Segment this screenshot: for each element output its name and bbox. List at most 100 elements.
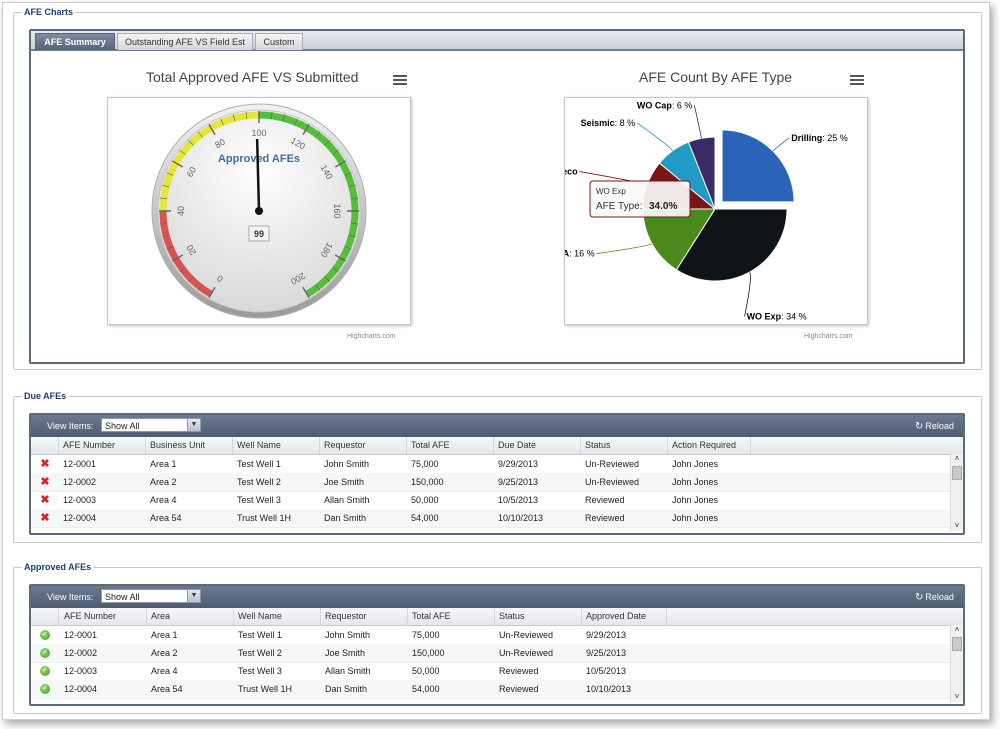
table-row[interactable]: ✖ 12-0003 Area 4 Test Well 3 Allan Smith 50,0… xyxy=(31,491,951,510)
approved-afes-legend: Approved AFEs xyxy=(24,562,92,572)
gauge-menu-icon[interactable] xyxy=(393,75,407,86)
gauge-tick-label: 60 xyxy=(185,165,199,179)
due-view-items-value: Show All xyxy=(105,421,140,431)
gauge-tick xyxy=(302,286,310,298)
due-header-icon-col xyxy=(31,437,59,454)
due-reload-button[interactable]: ↻ Reload xyxy=(915,421,954,432)
approved-column-header[interactable]: Well Name xyxy=(234,608,321,625)
approved-check-icon: ✓ xyxy=(40,648,50,658)
table-cell: Area 4 xyxy=(151,666,178,676)
gauge-tick-label: 100 xyxy=(251,128,266,138)
table-cell: 75,000 xyxy=(411,459,439,469)
gauge-tick-label: 20 xyxy=(185,243,199,257)
table-row[interactable]: ✖ 12-0001 Area 1 Test Well 1 John Smith 75,00… xyxy=(31,455,951,474)
approved-column-header[interactable]: Approved Date xyxy=(582,608,667,625)
afe-charts-section: AFE Charts AFE Summary Outstanding AFE V… xyxy=(13,7,982,370)
scroll-thumb[interactable] xyxy=(952,637,962,651)
gauge-tick xyxy=(166,172,174,176)
pie-label: P & A: 16 % xyxy=(565,249,595,259)
gauge-tick xyxy=(282,114,286,122)
gauge-label: Approved AFEs xyxy=(218,153,300,165)
pie-menu-icon[interactable] xyxy=(850,75,864,86)
table-cell: 12-0002 xyxy=(64,648,98,658)
pie-tooltip: WO Exp AFE Type: 34.0% xyxy=(589,180,691,218)
gauge-tick xyxy=(245,111,248,119)
due-column-header[interactable]: Requestor xyxy=(320,437,407,454)
approved-check-icon: ✓ xyxy=(40,666,50,676)
due-column-header[interactable]: Total AFE xyxy=(407,437,494,454)
approved-column-header[interactable]: AFE Number xyxy=(60,608,147,625)
gauge-tick xyxy=(172,254,184,262)
table-row[interactable]: ✓ 12-0003 Area 4 Test Well 3 Allan Smith 50,0… xyxy=(31,662,951,681)
delete-icon[interactable]: ✖ xyxy=(40,494,50,506)
gauge-value: 99 xyxy=(254,229,264,239)
due-column-header[interactable]: Status xyxy=(581,437,668,454)
approved-column-header[interactable]: Total AFE xyxy=(408,608,495,625)
pie-label-value: 25 % xyxy=(827,133,848,143)
table-cell: 12-0003 xyxy=(63,495,97,505)
approved-column-header[interactable]: Area xyxy=(147,608,234,625)
due-view-items-select[interactable]: Show All ▼ xyxy=(101,418,201,432)
delete-icon[interactable]: ✖ xyxy=(40,458,50,470)
approved-view-items-select[interactable]: Show All ▼ xyxy=(101,589,201,603)
due-column-header[interactable]: Action Required xyxy=(668,437,751,454)
due-column-header[interactable]: Well Name xyxy=(233,437,320,454)
table-cell: Reviewed xyxy=(499,666,539,676)
table-cell: 9/29/2013 xyxy=(586,630,627,640)
scroll-down-icon[interactable]: ˅ xyxy=(954,692,960,701)
delete-icon[interactable]: ✖ xyxy=(40,512,50,524)
table-row[interactable]: ✖ 12-0002 Area 2 Test Well 2 Joe Smith 150,00… xyxy=(31,473,951,492)
gauge-tick xyxy=(334,160,346,168)
chevron-down-icon[interactable]: ▼ xyxy=(187,590,200,602)
pie-label-value: 8 % xyxy=(620,118,636,128)
scroll-down-icon[interactable]: ˅ xyxy=(954,521,960,530)
due-afes-scrollbar[interactable]: ˄ ˅ xyxy=(950,454,963,531)
delete-icon[interactable]: ✖ xyxy=(40,476,50,488)
table-row[interactable]: ✖ 12-0004 Area 54 Trust Well 1H Dan Smith 54,… xyxy=(31,509,951,528)
table-cell: John Smith xyxy=(324,459,370,469)
pie-slice[interactable] xyxy=(721,129,795,203)
table-cell: 12-0004 xyxy=(63,513,97,523)
pie-tooltip-value: 34.0% xyxy=(649,201,677,212)
gauge-tick xyxy=(197,131,203,138)
pie-credits[interactable]: Highcharts.com xyxy=(804,333,853,340)
table-cell: 12-0001 xyxy=(64,630,98,640)
table-cell: Area 2 xyxy=(150,477,177,487)
table-row[interactable]: ✓ 12-0002 Area 2 Test Well 2 Joe Smith 150,00… xyxy=(31,644,951,663)
gauge-tick xyxy=(344,246,352,250)
due-column-header[interactable]: AFE Number xyxy=(59,437,146,454)
table-cell: Test Well 3 xyxy=(237,495,281,505)
table-cell: 9/25/2013 xyxy=(498,477,539,487)
gauge-tick xyxy=(208,286,216,298)
chevron-down-icon[interactable]: ▼ xyxy=(187,419,200,431)
tab-custom[interactable]: Custom xyxy=(255,33,303,50)
table-cell: 9/25/2013 xyxy=(586,648,627,658)
scroll-up-icon[interactable]: ˄ xyxy=(954,625,960,634)
table-cell: Area 4 xyxy=(150,495,177,505)
tab-afe-summary[interactable]: AFE Summary xyxy=(35,33,115,50)
scroll-thumb[interactable] xyxy=(952,466,962,480)
table-cell: 9/29/2013 xyxy=(498,459,539,469)
table-cell: Joe Smith xyxy=(325,648,366,658)
approved-column-header[interactable]: Status xyxy=(495,608,582,625)
table-cell: Area 54 xyxy=(151,684,183,694)
approved-column-header[interactable]: Requestor xyxy=(321,608,408,625)
gauge-credits[interactable]: Highcharts.com xyxy=(347,333,396,340)
due-column-header[interactable]: Due Date xyxy=(494,437,581,454)
table-cell: Area 1 xyxy=(150,459,177,469)
table-cell: Un-Reviewed xyxy=(499,648,554,658)
table-row[interactable]: ✓ 12-0004 Area 54 Trust Well 1H Dan Smith 54,… xyxy=(31,680,951,699)
approved-reload-button[interactable]: ↻ Reload xyxy=(915,592,954,603)
tab-outstanding-afe[interactable]: Outstanding AFE VS Field Est xyxy=(117,33,253,50)
approved-afes-scrollbar[interactable]: ˄ ˅ xyxy=(950,625,963,702)
gauge-tick xyxy=(162,234,170,238)
scroll-up-icon[interactable]: ˄ xyxy=(954,454,960,463)
table-cell: Un-Reviewed xyxy=(585,477,640,487)
table-row[interactable]: ✓ 12-0001 Area 1 Test Well 1 John Smith 75,00… xyxy=(31,626,951,645)
due-column-header[interactable]: Business Unit xyxy=(146,437,233,454)
charts-tab-strip: AFE Summary Outstanding AFE VS Field Est… xyxy=(31,31,963,51)
pie-label-name: Drilling xyxy=(791,133,822,143)
table-cell: 150,000 xyxy=(412,648,445,658)
pie-connector xyxy=(693,105,702,139)
pie-chart: Drilling: 25 % WO Exp: 34 % P & A: 16 % Rec… xyxy=(546,97,868,325)
